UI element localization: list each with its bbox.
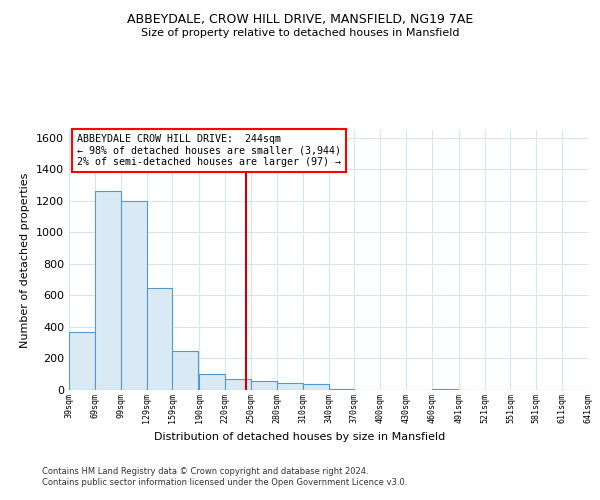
Text: Distribution of detached houses by size in Mansfield: Distribution of detached houses by size … [154,432,446,442]
Bar [302,384,329,390]
Bar [121,201,146,390]
Y-axis label: Number of detached properties: Number of detached properties [20,172,31,348]
Text: ABBEYDALE, CROW HILL DRIVE, MANSFIELD, NG19 7AE: ABBEYDALE, CROW HILL DRIVE, MANSFIELD, N… [127,12,473,26]
Bar [277,383,302,390]
Bar [225,379,251,390]
Text: Contains HM Land Registry data © Crown copyright and database right 2024.
Contai: Contains HM Land Registry data © Crown c… [42,468,407,487]
Text: Size of property relative to detached houses in Mansfield: Size of property relative to detached ho… [141,28,459,38]
Bar [146,288,172,390]
Bar [172,350,199,390]
Bar [95,192,121,390]
Bar [329,389,355,390]
Bar [251,380,277,390]
Bar [432,389,458,390]
Text: ABBEYDALE CROW HILL DRIVE:  244sqm
← 98% of detached houses are smaller (3,944)
: ABBEYDALE CROW HILL DRIVE: 244sqm ← 98% … [77,134,341,167]
Bar [69,332,95,390]
Bar [199,374,225,390]
